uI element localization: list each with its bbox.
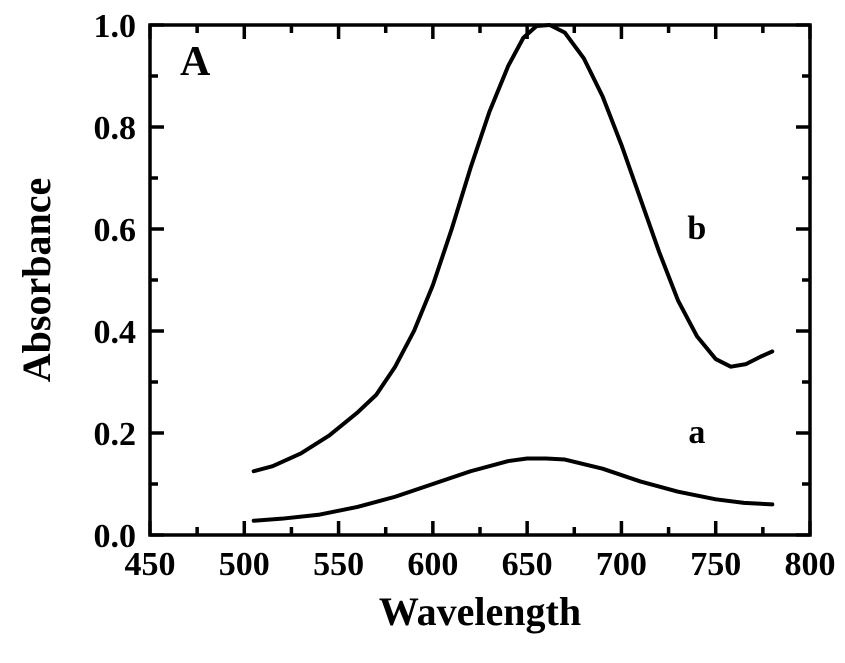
x-tick-label: 700: [596, 546, 647, 583]
x-tick-label: 750: [690, 546, 741, 583]
y-axis-label: Absorbance: [14, 178, 59, 382]
y-tick-label: 0.8: [94, 110, 137, 147]
y-tick-label: 0.0: [94, 518, 137, 555]
series-label-b: b: [687, 210, 706, 247]
x-tick-label: 500: [219, 546, 270, 583]
absorbance-chart: 4505005506006507007508000.00.20.40.60.81…: [0, 0, 845, 663]
series-label-a: a: [688, 414, 705, 451]
y-tick-label: 1.0: [94, 8, 137, 45]
x-tick-label: 600: [407, 546, 458, 583]
y-tick-label: 0.6: [94, 212, 137, 249]
x-tick-label: 800: [785, 546, 836, 583]
x-tick-label: 650: [502, 546, 553, 583]
x-tick-label: 550: [313, 546, 364, 583]
y-tick-label: 0.4: [94, 314, 137, 351]
y-tick-label: 0.2: [94, 416, 137, 453]
chart-svg: 4505005506006507007508000.00.20.40.60.81…: [0, 0, 845, 663]
panel-label: A: [180, 39, 211, 85]
x-axis-label: Wavelength: [379, 589, 581, 634]
